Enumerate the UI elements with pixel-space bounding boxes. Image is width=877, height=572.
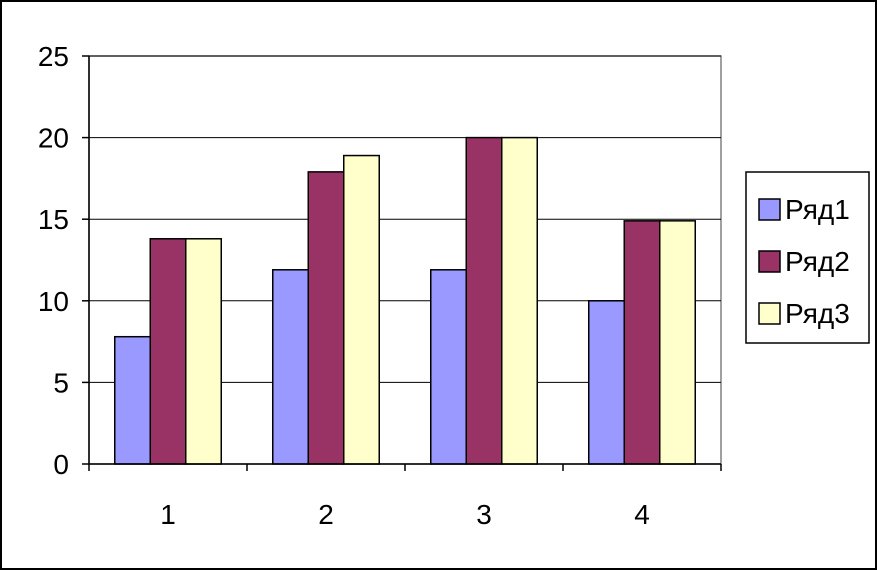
bar-series-1-category-4 — [588, 300, 625, 465]
x-axis-ticks: 1 2 3 4 — [88, 464, 722, 530]
bar-series-3-category-4 — [659, 220, 696, 465]
bar-series-1-category-2 — [272, 269, 309, 465]
x-tick-label: 3 — [476, 499, 492, 530]
legend-label-1: Ряд1 — [785, 194, 850, 225]
y-axis-ticks: 0 5 10 15 20 25 — [38, 41, 89, 480]
bar-series-2-category-4 — [623, 220, 661, 465]
legend-swatch-1 — [758, 198, 781, 221]
y-tick-label: 10 — [38, 286, 69, 317]
bar-series-3-category-2 — [343, 154, 380, 465]
y-tick-label: 25 — [38, 41, 69, 72]
legend-swatch-2 — [758, 250, 781, 273]
bar-series-1-category-1 — [114, 335, 151, 465]
bar-series-2-category-1 — [149, 238, 187, 465]
bars — [114, 136, 696, 465]
bar-series-3-category-3 — [501, 136, 538, 465]
legend-label-3: Ряд3 — [785, 298, 850, 329]
x-tick-label: 2 — [318, 499, 334, 530]
bar-series-1-category-3 — [430, 269, 467, 465]
x-tick-label: 4 — [634, 499, 650, 530]
legend: Ряд1 Ряд2 Ряд3 — [745, 171, 870, 344]
y-tick-label: 5 — [53, 367, 69, 398]
y-tick-label: 20 — [38, 123, 69, 154]
bar-series-2-category-3 — [465, 136, 503, 465]
legend-label-2: Ряд2 — [785, 246, 850, 277]
legend-swatch-3 — [758, 302, 781, 325]
bar-series-3-category-1 — [185, 238, 222, 465]
y-tick-label: 15 — [38, 204, 69, 235]
y-tick-label: 0 — [53, 449, 69, 480]
x-tick-label: 1 — [160, 499, 176, 530]
bar-series-2-category-2 — [307, 171, 345, 465]
